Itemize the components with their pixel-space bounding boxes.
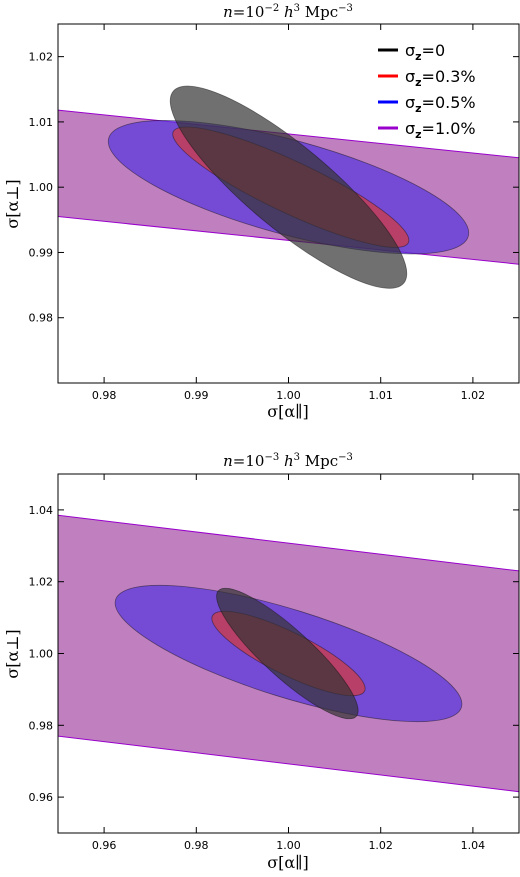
y-tick-label: 0.98: [29, 719, 54, 732]
legend: σz=0 σz=0.3% σz=0.5% σz=1.0%: [378, 41, 476, 141]
y-tick-label: 1.04: [29, 504, 54, 517]
panel-bottom-title: n=10−3 h3 Mpc−3: [223, 452, 353, 470]
y-tick-label: 1.00: [29, 648, 54, 661]
y-tick-label: 0.98: [29, 312, 54, 325]
legend-label-0: σz=0: [405, 41, 445, 63]
x-tick-label: 0.96: [92, 839, 117, 852]
y-tick-label: 0.96: [29, 791, 54, 804]
y-tick-label: 1.01: [29, 116, 54, 129]
panel-bottom: n=10−3 h3 Mpc−3 0.96 0.98 1.00 1.02 1.040.96…: [3, 452, 520, 872]
x-tick-label: 0.98: [92, 389, 117, 402]
panel-top-xlabel: σ[α∥]: [267, 402, 309, 421]
panel-bottom-xlabel: σ[α∥]: [267, 853, 309, 872]
y-tick-label: 1.02: [29, 576, 54, 589]
panel-top-title: n=10−2 h3 Mpc−3: [223, 3, 353, 21]
x-tick-label: 1.01: [368, 389, 393, 402]
x-tick-label: 1.02: [368, 839, 393, 852]
contour-ellipse-0: [216, 587, 359, 720]
x-tick-label: 1.00: [276, 839, 301, 852]
y-tick-label: 0.99: [29, 246, 54, 259]
x-tick-label: 1.00: [276, 389, 301, 402]
panel-bottom-ticks: 0.96 0.98 1.00 1.02 1.04 0.96 0.98 1.00 1.02 1.04: [29, 474, 519, 852]
legend-label-2: σz=0.5%: [405, 93, 476, 115]
panel-top: n=10−2 h3 Mpc−3 0.98 0.99 1.00 1.01 1.020.98…: [3, 3, 520, 421]
y-tick-label: 1.02: [29, 51, 54, 64]
x-tick-label: 0.98: [184, 839, 209, 852]
y-tick-label: 1.00: [29, 181, 54, 194]
x-tick-label: 1.04: [461, 839, 486, 852]
x-tick-label: 0.99: [184, 389, 209, 402]
panel-top-marks: [58, 85, 519, 289]
legend-label-1: σz=0.3%: [405, 67, 476, 89]
panel-top-ticks: 0.98 0.99 1.00 1.01 1.02 0.98 0.99 1.00 1.01 1.02: [29, 24, 519, 402]
panel-bottom-ylabel: σ[α⊥]: [3, 629, 22, 678]
legend-label-3: σz=1.0%: [405, 119, 476, 141]
panel-top-ylabel: σ[α⊥]: [3, 179, 22, 228]
x-tick-label: 1.02: [461, 389, 486, 402]
panel-bottom-marks: [58, 514, 519, 793]
contour-ellipse-0: [169, 85, 408, 289]
